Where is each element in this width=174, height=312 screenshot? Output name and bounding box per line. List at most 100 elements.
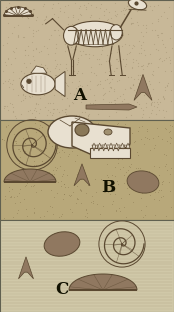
Point — [108, 147, 111, 152]
Point — [158, 188, 160, 193]
Point — [115, 208, 118, 213]
Point — [162, 114, 165, 119]
Point — [145, 128, 148, 133]
Point — [56, 180, 59, 185]
Point — [32, 34, 35, 39]
Point — [165, 126, 168, 131]
Point — [87, 113, 90, 118]
Point — [9, 195, 12, 200]
Point — [130, 46, 133, 51]
Point — [95, 83, 98, 88]
Point — [114, 109, 117, 114]
Point — [142, 63, 144, 68]
Point — [43, 214, 46, 219]
Point — [129, 164, 132, 169]
Point — [131, 1, 134, 6]
Polygon shape — [102, 145, 106, 151]
Point — [69, 30, 72, 35]
Point — [65, 95, 68, 100]
Point — [48, 37, 51, 41]
Point — [112, 97, 115, 102]
Point — [139, 0, 141, 5]
Point — [141, 81, 144, 86]
Point — [87, 125, 90, 130]
Point — [34, 47, 37, 52]
Point — [128, 192, 130, 197]
Point — [39, 187, 42, 192]
Point — [165, 139, 168, 144]
Point — [128, 42, 131, 47]
Point — [98, 79, 101, 84]
Point — [44, 69, 46, 74]
Point — [73, 47, 76, 52]
Point — [163, 58, 165, 63]
Point — [157, 64, 160, 69]
Point — [77, 58, 80, 63]
Point — [4, 124, 7, 129]
Point — [33, 90, 36, 95]
Point — [78, 147, 81, 152]
Point — [24, 53, 27, 58]
Point — [134, 95, 137, 100]
Point — [31, 39, 34, 44]
Point — [38, 122, 41, 127]
Point — [64, 79, 66, 84]
Point — [80, 21, 83, 26]
Point — [124, 115, 127, 119]
Point — [112, 135, 115, 140]
Point — [45, 14, 47, 19]
Point — [62, 191, 65, 196]
Point — [46, 113, 49, 118]
Point — [33, 174, 35, 179]
Point — [169, 205, 172, 210]
Point — [22, 196, 25, 201]
Polygon shape — [116, 145, 120, 151]
Point — [103, 8, 105, 13]
Point — [137, 129, 140, 134]
Point — [92, 101, 94, 106]
Point — [31, 110, 34, 115]
Point — [157, 3, 160, 8]
Point — [142, 111, 145, 116]
Point — [123, 63, 126, 68]
Polygon shape — [55, 71, 65, 97]
Point — [80, 188, 83, 193]
Point — [47, 107, 50, 112]
Point — [122, 32, 125, 37]
Polygon shape — [103, 143, 107, 148]
Point — [153, 104, 156, 109]
Point — [82, 48, 84, 53]
Point — [55, 72, 57, 77]
Point — [96, 56, 98, 61]
Ellipse shape — [67, 21, 123, 47]
Point — [123, 105, 126, 110]
Point — [52, 176, 55, 181]
Point — [152, 73, 155, 78]
Point — [57, 110, 60, 115]
Point — [165, 153, 168, 158]
Point — [28, 24, 31, 29]
Point — [121, 22, 124, 27]
Point — [54, 41, 57, 46]
Point — [74, 0, 77, 5]
Polygon shape — [74, 164, 90, 186]
Point — [170, 87, 173, 92]
Ellipse shape — [21, 73, 55, 95]
Point — [160, 179, 163, 184]
Point — [28, 94, 31, 99]
Point — [76, 16, 79, 21]
Point — [12, 132, 15, 137]
Point — [96, 37, 99, 42]
Point — [44, 133, 47, 138]
Point — [17, 8, 20, 13]
Point — [141, 108, 144, 113]
Point — [131, 21, 133, 26]
Point — [7, 12, 10, 17]
Point — [170, 98, 173, 103]
Point — [33, 211, 36, 216]
Point — [79, 187, 82, 192]
Point — [116, 50, 119, 55]
Point — [169, 69, 172, 74]
Point — [92, 143, 94, 148]
Point — [16, 92, 19, 97]
